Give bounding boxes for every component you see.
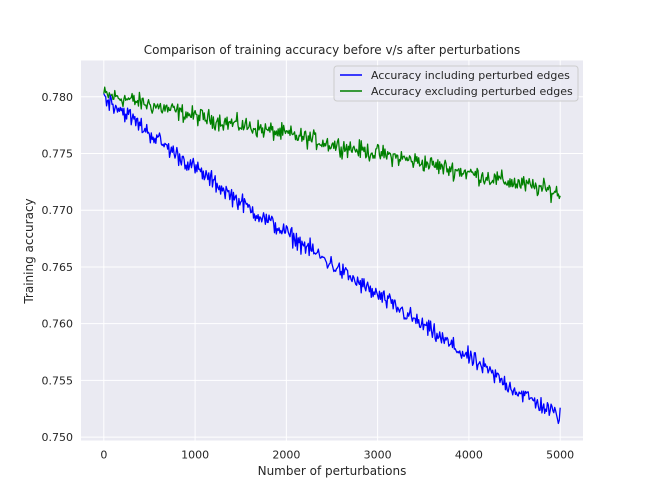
x-axis-label: Number of perturbations	[258, 464, 407, 478]
series-including-perturbed-line	[103, 93, 561, 425]
y-tick-label: 0.770	[42, 204, 74, 217]
gridlines	[81, 60, 583, 441]
series-layer	[103, 86, 561, 425]
x-tick-label: 2000	[272, 449, 300, 462]
y-tick-label: 0.780	[42, 91, 74, 104]
x-tick-label: 3000	[364, 449, 392, 462]
x-tick-label: 1000	[181, 449, 209, 462]
legend-label-including: Accuracy including perturbed edges	[371, 69, 570, 82]
y-tick-label: 0.750	[42, 431, 74, 444]
legend-box	[333, 65, 579, 102]
x-axis-ticks: 0 1000 2000 3000 4000 5000	[100, 449, 574, 462]
chart-title: Comparison of training accuracy before v…	[144, 43, 521, 57]
x-tick-label: 4000	[455, 449, 483, 462]
y-tick-label: 0.775	[42, 148, 74, 161]
y-tick-label: 0.765	[42, 261, 74, 274]
x-tick-label: 5000	[546, 449, 574, 462]
y-axis-ticks: 0.750 0.755 0.760 0.765 0.770 0.775 0.780	[42, 91, 74, 444]
legend: Accuracy including perturbed edges Accur…	[333, 65, 579, 102]
x-tick-label: 0	[100, 449, 107, 462]
plot-area	[81, 60, 583, 441]
y-axis-label: Training accuracy	[22, 198, 36, 304]
y-tick-label: 0.760	[42, 318, 74, 331]
series-excluding-perturbed-line	[103, 86, 561, 204]
y-tick-label: 0.755	[42, 374, 74, 387]
legend-label-excluding: Accuracy excluding perturbed edges	[371, 85, 573, 98]
